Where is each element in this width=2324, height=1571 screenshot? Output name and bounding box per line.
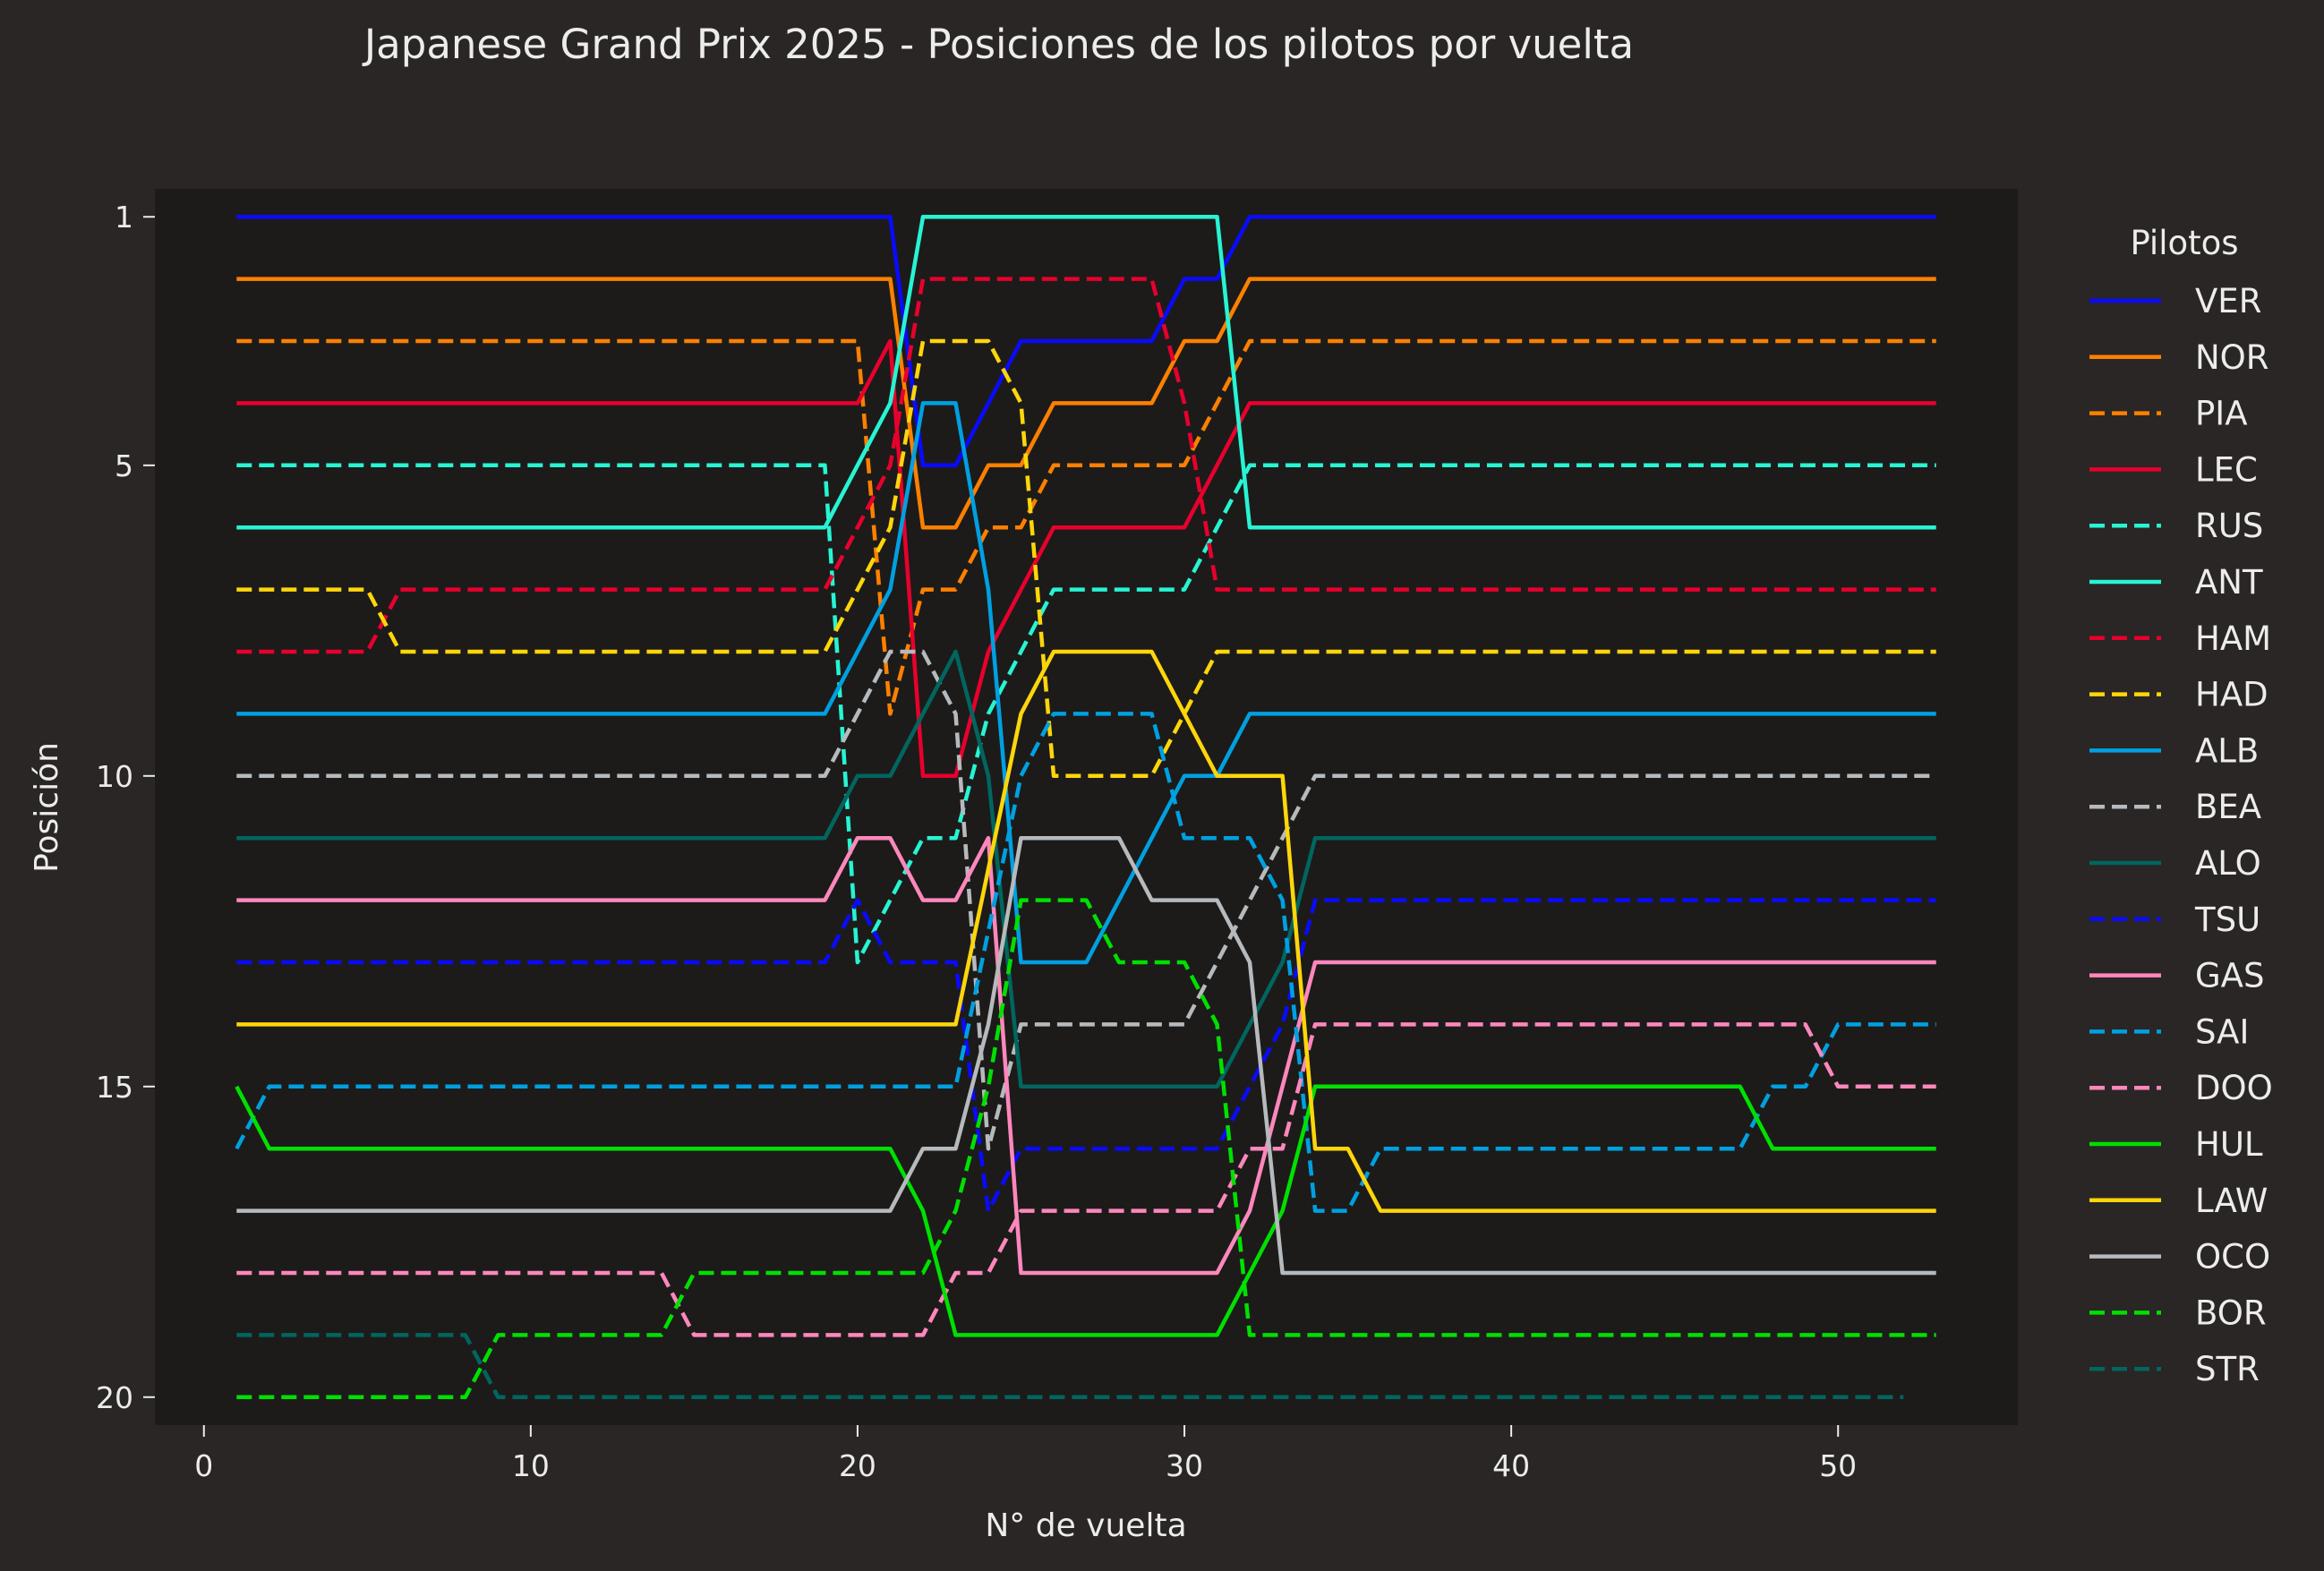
- legend-label-law: LAW: [2195, 1182, 2268, 1220]
- y-tick-label: 20: [96, 1380, 133, 1415]
- legend-label-ant: ANT: [2195, 563, 2263, 602]
- series-line-nor: [236, 277, 1936, 530]
- y-tick-label: 10: [96, 759, 133, 794]
- legend-label-tsu: TSU: [2194, 901, 2260, 939]
- series-line-oco: [236, 835, 1936, 1276]
- y-axis-label: Posición: [29, 742, 65, 873]
- x-tick-label: 30: [1166, 1448, 1203, 1483]
- x-tick-label: 40: [1492, 1448, 1530, 1483]
- series-line-hul: [235, 1084, 1936, 1337]
- x-tick-label: 10: [512, 1448, 550, 1483]
- series-line-had: [236, 338, 1936, 779]
- legend-label-sai: SAI: [2195, 1012, 2249, 1051]
- legend-label-ham: HAM: [2195, 619, 2271, 658]
- legend-label-nor: NOR: [2195, 338, 2269, 377]
- legend-label-alb: ALB: [2195, 731, 2259, 770]
- legend-label-rus: RUS: [2195, 507, 2263, 545]
- series-line-tsu: [236, 898, 1936, 1213]
- series-line-alb: [236, 401, 1936, 965]
- series-line-bor: [236, 898, 1936, 1400]
- legend: Pilotos VER NOR PIA LEC RUS ANT HAM HAD ALB BEA AL…: [2089, 224, 2273, 1388]
- legend-label-str: STR: [2195, 1350, 2260, 1388]
- series-lines: [235, 214, 1936, 1400]
- plot-area: [155, 189, 2018, 1425]
- series-line-bea: [236, 649, 1936, 1151]
- legend-label-pia: PIA: [2195, 395, 2248, 433]
- series-line-rus: [236, 463, 1936, 965]
- legend-label-alo: ALO: [2195, 844, 2261, 883]
- y-tick-label: 5: [115, 448, 133, 483]
- y-tick-label: 15: [96, 1070, 133, 1105]
- series-line-sai: [235, 712, 1936, 1213]
- legend-label-oco: OCO: [2195, 1238, 2270, 1276]
- x-tick-label: 0: [194, 1448, 213, 1483]
- series-line-law: [236, 649, 1936, 1213]
- series-line-str: [236, 1333, 1904, 1400]
- series-line-pia: [236, 338, 1936, 716]
- series-line-lec: [236, 338, 1936, 779]
- legend-label-bor: BOR: [2195, 1294, 2267, 1332]
- x-axis-label: N° de vuelta: [985, 1507, 1186, 1544]
- series-line-gas: [236, 835, 1936, 1276]
- x-tick-label: 20: [839, 1448, 876, 1483]
- legend-label-lec: LEC: [2195, 450, 2258, 489]
- x-axis: 0 10 20 30 40 50: [194, 1425, 1857, 1483]
- legend-label-bea: BEA: [2195, 788, 2261, 826]
- legend-title: Pilotos: [2130, 224, 2238, 262]
- series-line-ver: [236, 214, 1936, 468]
- x-tick-label: 50: [1819, 1448, 1857, 1483]
- legend-label-gas: GAS: [2195, 957, 2264, 995]
- series-line-doo: [236, 1022, 1936, 1337]
- legend-label-ver: VER: [2195, 282, 2261, 320]
- legend-label-had: HAD: [2195, 676, 2268, 714]
- legend-label-hul: HUL: [2195, 1125, 2263, 1164]
- chart-title: Japanese Grand Prix 2025 - Posiciones de…: [362, 21, 1634, 68]
- legend-label-doo: DOO: [2195, 1069, 2273, 1107]
- series-line-ant: [236, 214, 1936, 530]
- y-tick-label: 1: [115, 200, 133, 235]
